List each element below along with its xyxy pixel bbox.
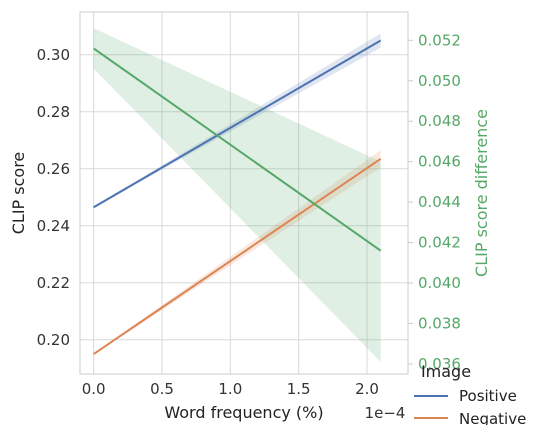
- y-tick-label-left: 0.24: [37, 217, 70, 235]
- legend-label-positive: Positive: [459, 387, 517, 405]
- legend: Image Positive Negative: [414, 362, 526, 425]
- x-tick-label: 0.0: [82, 380, 106, 398]
- x-tick-label: 1.5: [287, 380, 311, 398]
- y-axis-label-right: CLIP score difference: [472, 109, 491, 277]
- series-line-positive: [93, 39, 382, 209]
- x-tick-label: 1.0: [218, 380, 242, 398]
- plot-border: [79, 11, 409, 375]
- grid-layer: [80, 12, 408, 374]
- ci-band-positive: [93, 33, 381, 208]
- y-tick-label-left: 0.22: [37, 274, 70, 292]
- legend-title: Image: [421, 362, 471, 381]
- series-line-negative: [93, 157, 382, 355]
- y-tick-label-right: 0.052: [418, 31, 461, 49]
- y-tick-label-left: 0.30: [37, 46, 70, 64]
- x-tick-label: 2.0: [355, 380, 379, 398]
- y-tick-label-right: 0.046: [418, 153, 461, 171]
- y-tick-label-right: 0.044: [418, 193, 461, 211]
- x-tick-label: 0.5: [150, 380, 174, 398]
- y-tick-label-left: 0.26: [37, 160, 70, 178]
- ci-band-difference: [93, 28, 381, 362]
- y-axis-label-left: CLIP score: [9, 152, 28, 235]
- legend-label-negative: Negative: [459, 410, 526, 425]
- y-tick-label-right: 0.038: [418, 314, 461, 332]
- y-tick-label-right: 0.048: [418, 112, 461, 130]
- y-tick-label-right: 0.050: [418, 72, 461, 90]
- series-lines: [93, 39, 382, 355]
- y-tick-label-left: 0.20: [37, 331, 70, 349]
- series-line-difference: [93, 47, 382, 252]
- ci-band-negative: [93, 150, 381, 355]
- x-axis-label: Word frequency (%): [164, 403, 323, 422]
- y-tick-label-left: 0.28: [37, 103, 70, 121]
- confidence-bands: [93, 28, 381, 362]
- tick-labels: 0.0 0.5 1.0 1.5 2.0 0.20 0.22 0.24 0.26 0.28 0.30 0…: [37, 31, 461, 398]
- plot-frame: [79, 11, 409, 375]
- y-tick-label-right: 0.042: [418, 234, 461, 252]
- x-axis-offset-label: 1e−4: [365, 404, 406, 422]
- y-tick-label-right: 0.036: [418, 355, 461, 373]
- y-tick-label-right: 0.040: [418, 274, 461, 292]
